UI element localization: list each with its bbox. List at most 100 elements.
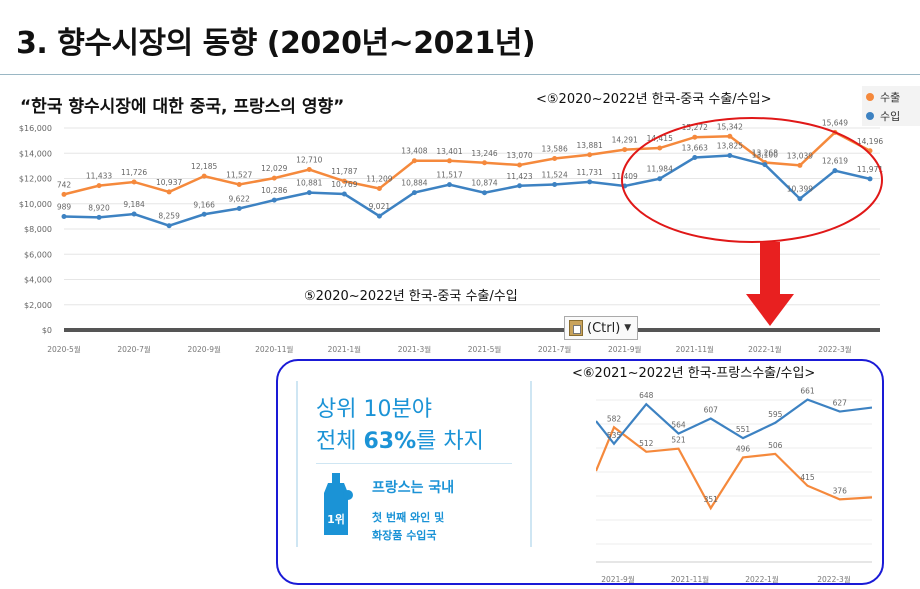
subtitle: “한국 향수시장에 대한 중국, 프랑스의 영향” bbox=[20, 97, 345, 117]
data-label: 13,663 bbox=[682, 144, 708, 153]
data-point bbox=[482, 190, 488, 196]
data-point bbox=[867, 176, 873, 182]
data-point bbox=[411, 158, 417, 164]
data-label: 551 bbox=[736, 425, 751, 434]
card-headline-2-prefix: 전체 bbox=[316, 429, 364, 454]
card-text-2: 첫 번째 와인 및 bbox=[372, 511, 445, 524]
data-point bbox=[236, 181, 242, 187]
data-label: 11,409 bbox=[612, 172, 638, 181]
data-point bbox=[692, 134, 698, 140]
data-label: 13,070 bbox=[506, 151, 532, 160]
data-point bbox=[341, 178, 347, 184]
y-tick-label: $6,000 bbox=[24, 250, 52, 259]
data-label: 10,769 bbox=[331, 180, 357, 189]
data-point bbox=[341, 191, 347, 197]
card-headline-2-percent: 63% bbox=[363, 429, 417, 454]
down-arrow-shaft bbox=[760, 242, 780, 294]
data-point bbox=[797, 196, 803, 202]
data-label: 15,649 bbox=[822, 118, 848, 127]
highlight-ellipse bbox=[621, 117, 883, 243]
data-label: 607 bbox=[704, 406, 719, 415]
chart2-caption: <⑥2021~2022년 한국-프랑스수출/수입> bbox=[572, 366, 816, 381]
data-label: 496 bbox=[736, 444, 751, 453]
x-tick-label: 2021-11월 bbox=[671, 574, 709, 584]
data-point bbox=[762, 162, 768, 168]
data-point bbox=[166, 223, 172, 229]
chart-legend: 수출 수입 bbox=[862, 86, 920, 126]
data-label: 564 bbox=[671, 421, 686, 430]
data-label: 11,731 bbox=[577, 168, 603, 177]
data-label: 512 bbox=[639, 439, 654, 448]
chart1-inner-caption: ⑤2020~2022년 한국-중국 수출/수입 bbox=[304, 289, 518, 304]
data-point bbox=[727, 152, 733, 158]
data-point bbox=[482, 160, 488, 166]
x-tick-label: 2020-5월 bbox=[47, 344, 81, 354]
data-label: 10,884 bbox=[401, 179, 427, 188]
data-label: 9,184 bbox=[123, 200, 145, 209]
france-info-card: 상위 10분야 전체 63%를 차지 1위 프랑스는 국내 첫 번째 와인 및 … bbox=[296, 381, 532, 547]
data-point bbox=[271, 197, 277, 203]
series-line-import bbox=[63, 154, 871, 228]
data-label: 9,021 bbox=[369, 202, 391, 211]
data-point bbox=[166, 189, 172, 195]
x-tick-label: 2021-1월 bbox=[328, 344, 362, 354]
x-tick-label: 2022-1월 bbox=[748, 344, 782, 354]
data-label: 989 bbox=[57, 203, 72, 212]
series-line-import bbox=[596, 398, 872, 446]
title-divider bbox=[0, 74, 920, 75]
data-label: 11,726 bbox=[121, 168, 147, 177]
data-label: 13,825 bbox=[717, 141, 743, 150]
data-label: 11,433 bbox=[86, 172, 112, 181]
data-label: 506 bbox=[768, 441, 783, 450]
data-label: 15,272 bbox=[682, 123, 708, 132]
x-tick-label: 2021-9월 bbox=[601, 574, 635, 584]
chart-korea-china: $0 $2,000 $4,000 $6,000 $8,000 $10,000 $12,000… bbox=[19, 118, 883, 354]
y-tick-label: $16,000 bbox=[19, 124, 52, 133]
data-label: 351 bbox=[704, 495, 719, 504]
data-label: 14,196 bbox=[857, 137, 883, 146]
data-point bbox=[446, 182, 452, 188]
card-headline-2-suffix: 를 차지 bbox=[416, 429, 484, 454]
data-label: 10,874 bbox=[471, 179, 497, 188]
data-point bbox=[271, 175, 277, 181]
data-label: 627 bbox=[833, 399, 848, 408]
data-label: 582 bbox=[607, 414, 622, 423]
y-tick-label: $2,000 bbox=[24, 301, 52, 310]
data-point bbox=[61, 214, 67, 220]
data-label: 11,209 bbox=[366, 174, 392, 183]
card-divider bbox=[316, 463, 512, 464]
data-point bbox=[376, 185, 382, 191]
x-tick-label: 2022-3월 bbox=[817, 574, 851, 584]
data-label: 648 bbox=[639, 391, 654, 400]
data-point bbox=[411, 190, 417, 196]
perfume-bottle-icon: 1위 bbox=[324, 473, 353, 535]
data-label: 9,166 bbox=[193, 200, 215, 209]
data-label: 13,401 bbox=[436, 147, 462, 156]
data-point bbox=[797, 162, 803, 168]
data-label: 10,399 bbox=[787, 185, 813, 194]
x-tick-label: 2020-7월 bbox=[117, 344, 151, 354]
data-point bbox=[657, 145, 663, 151]
card-headline-1: 상위 10분야 bbox=[316, 397, 432, 422]
data-label: 13,586 bbox=[541, 144, 567, 153]
data-label: 15,342 bbox=[717, 122, 743, 131]
data-label: 11,524 bbox=[541, 171, 567, 180]
data-label: 521 bbox=[671, 436, 686, 445]
clipboard-icon bbox=[569, 320, 583, 336]
x-tick-label: 2021-5월 bbox=[468, 344, 502, 354]
data-point bbox=[376, 213, 382, 219]
data-label: 661 bbox=[800, 387, 815, 396]
data-label: 12,185 bbox=[191, 162, 217, 171]
data-label: 13,039 bbox=[787, 151, 813, 160]
data-label: 12,710 bbox=[296, 156, 322, 165]
legend-label-import: 수입 bbox=[880, 110, 901, 123]
data-point bbox=[236, 206, 242, 212]
data-point bbox=[587, 179, 593, 185]
x-tick-label: 2021-9월 bbox=[608, 344, 642, 354]
chart-korea-france: 2021-9월 2021-11월 2022-1월 2022-3월 582 512 521 35… bbox=[596, 387, 872, 584]
series-line-export bbox=[596, 425, 872, 511]
bottle-badge: 1위 bbox=[327, 513, 345, 526]
data-point bbox=[622, 147, 628, 153]
paste-options-button[interactable]: (Ctrl) ▼ bbox=[564, 316, 638, 340]
